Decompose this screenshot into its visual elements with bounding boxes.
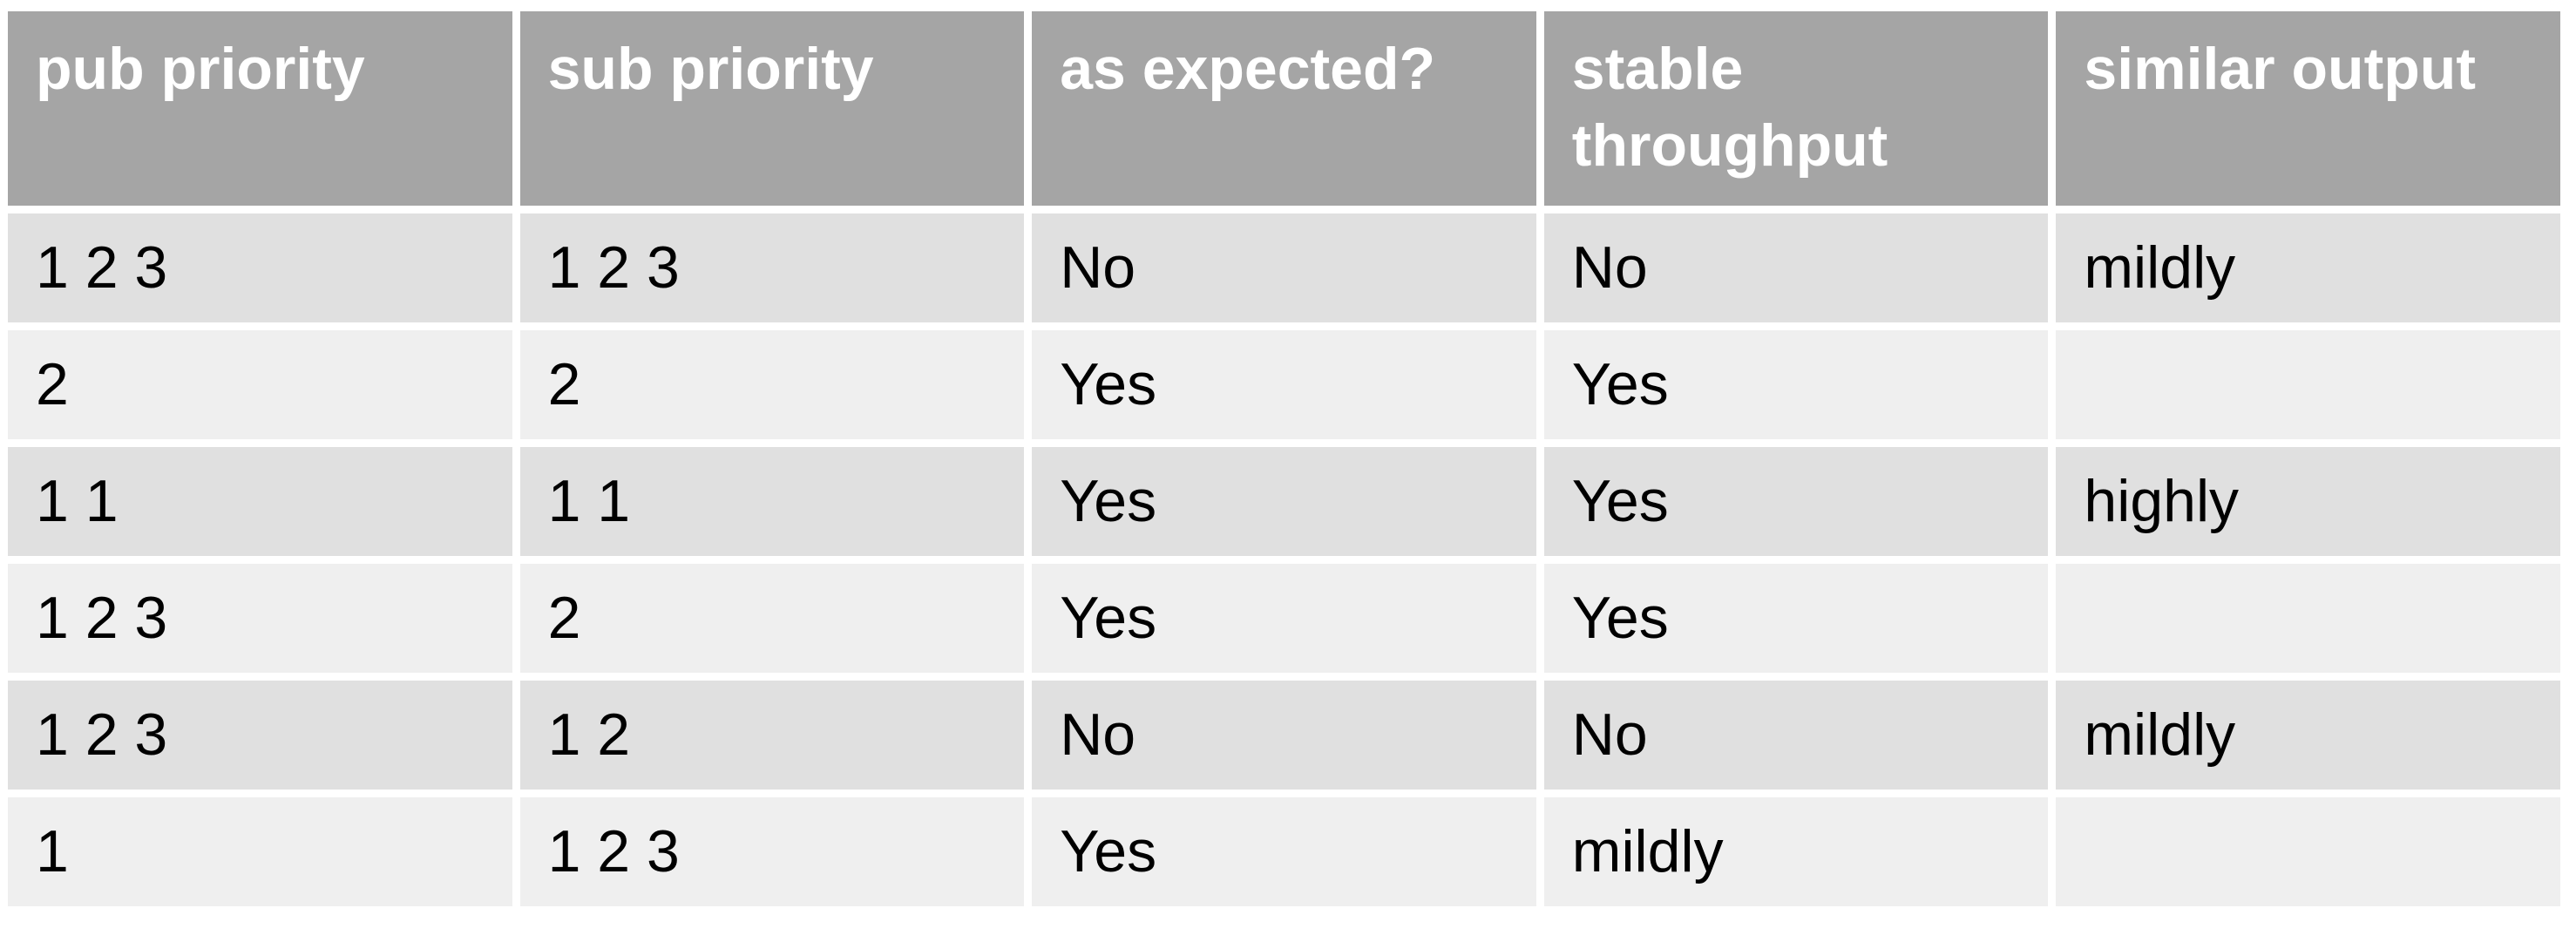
table-cell: 2: [519, 564, 1025, 673]
table-cell: mildly: [2056, 681, 2560, 790]
table-cell: Yes: [1032, 797, 1536, 906]
table-cell: 1 1: [8, 447, 512, 556]
table-cell: No: [1032, 681, 1536, 790]
table-cell: Yes: [1032, 447, 1536, 556]
header-cell: as expected?: [1032, 11, 1536, 206]
header-cell: pub priority: [8, 11, 512, 206]
table-cell: Yes: [1543, 330, 2049, 439]
table-cell: highly: [2056, 447, 2560, 556]
header-cell: stable throughput: [1543, 11, 2049, 206]
header-cell: similar output: [2056, 11, 2560, 206]
table-cell: Yes: [1032, 330, 1536, 439]
table-cell: 1: [8, 797, 512, 906]
table-cell: No: [1032, 213, 1536, 322]
table: pub priority sub priority as expected? stab…: [8, 11, 2560, 906]
table-cell: Yes: [1543, 447, 2049, 556]
table-cell: [2056, 564, 2560, 673]
table-cell: No: [1543, 213, 2049, 322]
table-cell: 1 1: [519, 447, 1025, 556]
header-cell: sub priority: [519, 11, 1025, 206]
table-cell: 2: [8, 330, 512, 439]
table-cell: 1 2: [519, 681, 1025, 790]
table-cell: [2056, 797, 2560, 906]
table-cell: 1 2 3: [519, 213, 1025, 322]
table-cell: Yes: [1543, 564, 2049, 673]
table-cell: 1 2 3: [8, 564, 512, 673]
table-cell: 1 2 3: [519, 797, 1025, 906]
table-cell: 1 2 3: [8, 681, 512, 790]
table-cell: 1 2 3: [8, 213, 512, 322]
table-cell: mildly: [2056, 213, 2560, 322]
table-cell: mildly: [1543, 797, 2049, 906]
table-cell: [2056, 330, 2560, 439]
table-cell: Yes: [1032, 564, 1536, 673]
table-cell: 2: [519, 330, 1025, 439]
table-cell: No: [1543, 681, 2049, 790]
